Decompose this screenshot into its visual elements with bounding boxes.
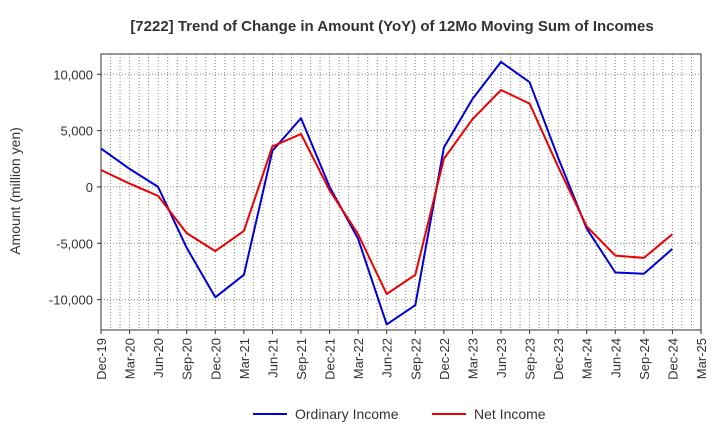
x-tick-label: Mar-22: [351, 338, 366, 379]
x-tick-label: Mar-25: [694, 338, 709, 379]
y-tick-label: -10,000: [49, 293, 93, 308]
x-tick-label: Jun-23: [494, 338, 509, 378]
net-income-legend-label: Net Income: [474, 406, 546, 422]
x-tick-label: Jun-24: [608, 338, 623, 378]
ordinary-income-legend-label: Ordinary Income: [295, 406, 399, 422]
x-tick-label: Dec-21: [323, 338, 338, 380]
x-tick-label: Sep-24: [637, 338, 652, 380]
x-tick-label: Jun-21: [265, 338, 280, 378]
y-tick-label: 10,000: [53, 67, 93, 82]
x-tick-label: Mar-24: [580, 338, 595, 379]
x-tick-label: Sep-21: [294, 338, 309, 380]
y-tick-label: -5,000: [56, 236, 93, 251]
x-tick-label: Dec-23: [551, 338, 566, 380]
x-tick-label: Dec-22: [437, 338, 452, 380]
x-tick-label: Sep-20: [180, 338, 195, 380]
x-tick-label: Dec-24: [665, 338, 680, 380]
x-tick-label: Sep-22: [408, 338, 423, 380]
legend: Ordinary Income Net Income: [253, 406, 546, 422]
chart-title: [7222] Trend of Change in Amount (YoY) o…: [130, 18, 653, 35]
y-tick-label: 0: [86, 180, 93, 195]
net-income-line: [100, 89, 674, 295]
x-tick-label: Jun-22: [380, 338, 395, 378]
x-tick-label: Dec-20: [208, 338, 223, 380]
plot-area: 10,000 5,000 0 -5,000 -10,000 Dec-19 Mar-20 Jun…: [49, 53, 709, 380]
x-tick-label: Mar-23: [465, 338, 480, 379]
y-tick-label: 5,000: [60, 124, 93, 139]
x-tick-label: Mar-21: [237, 338, 252, 379]
x-tick-label: Dec-19: [94, 338, 109, 380]
y-axis-label: Amount (million yen): [7, 127, 23, 255]
x-tick-label: Jun-20: [151, 338, 166, 378]
x-tick-label: Sep-23: [523, 338, 538, 380]
x-tick-label: Mar-20: [123, 338, 138, 379]
plot-border: [100, 53, 702, 331]
